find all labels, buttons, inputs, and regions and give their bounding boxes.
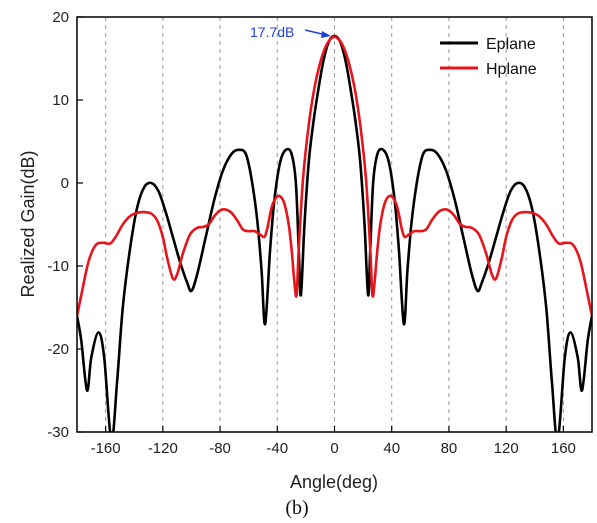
y-tick-label: -20 xyxy=(47,341,69,358)
y-tick-label: 10 xyxy=(52,92,69,109)
peak-annotation-label: 17.7dB xyxy=(250,24,294,40)
y-axis-title: Realized Gain(dB) xyxy=(18,150,38,297)
x-axis-title: Angle(deg) xyxy=(290,472,378,492)
x-tick-label: 160 xyxy=(551,440,576,457)
peak-annotation: 17.7dB xyxy=(250,24,331,40)
y-tick-label: 0 xyxy=(61,175,69,192)
x-tick-label: 120 xyxy=(494,440,519,457)
legend-label-hplane: Hplane xyxy=(486,61,537,78)
axis-ticks: -160 -120 -80 -40 0 40 80 120 160 -30 -20 -10 0 10 20 xyxy=(47,9,576,457)
y-tick-label: -10 xyxy=(47,258,69,275)
legend: Eplane Hplane xyxy=(440,36,537,78)
figure-caption: (b) xyxy=(285,497,308,519)
series-layer xyxy=(77,34,592,432)
x-tick-label: -40 xyxy=(266,440,288,457)
legend-label-eplane: Eplane xyxy=(486,36,536,53)
x-tick-label: 0 xyxy=(330,440,338,457)
x-tick-label: -120 xyxy=(148,440,178,457)
x-tick-label: 40 xyxy=(383,440,400,457)
series-line-hplane xyxy=(77,35,592,317)
x-tick-label: -80 xyxy=(209,440,231,457)
y-tick-label: -30 xyxy=(47,424,69,441)
x-tick-label: 80 xyxy=(441,440,458,457)
x-tick-label: -160 xyxy=(91,440,121,457)
y-tick-label: 20 xyxy=(52,9,69,26)
peak-annotation-arrowhead xyxy=(321,31,331,38)
grid-lines xyxy=(105,17,564,432)
